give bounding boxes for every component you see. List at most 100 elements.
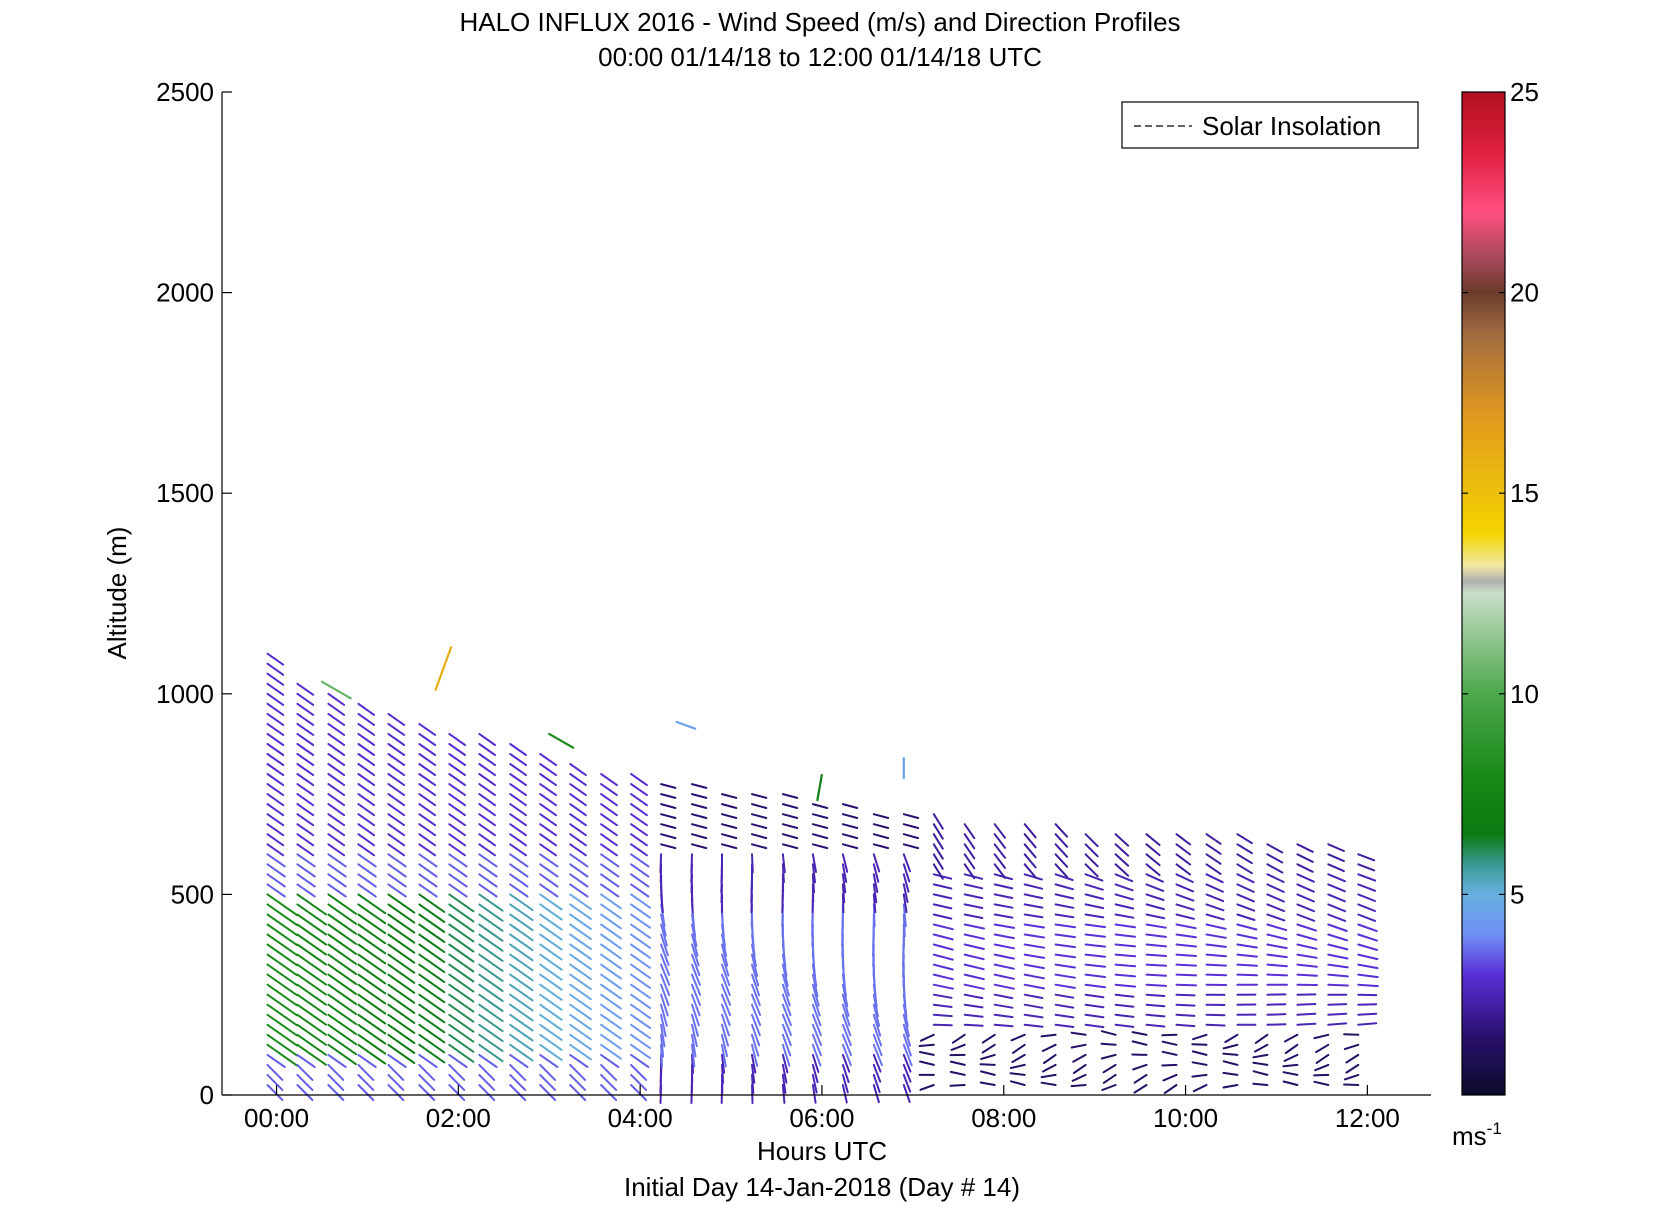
wind-vector-948 <box>1145 913 1166 920</box>
wind-vector-885 <box>1084 1023 1105 1029</box>
wind-vector-940 <box>1145 993 1166 997</box>
wind-vector-164 <box>387 1084 405 1101</box>
wind-vector-43 <box>266 652 285 666</box>
wind-vector-322 <box>509 973 534 992</box>
wind-vector-333 <box>509 863 529 878</box>
wind-vector-815 <box>993 913 1014 919</box>
wind-vector-911 <box>1114 1023 1135 1028</box>
wind-vector-99 <box>327 943 357 965</box>
wind-vector-796 <box>963 833 976 850</box>
wind-vector-340 <box>509 793 527 807</box>
wind-vector-1001 <box>1205 903 1225 912</box>
wind-vector-685 <box>841 813 859 819</box>
wind-vector-192 <box>387 803 406 817</box>
wind-vector-309 <box>478 743 496 756</box>
wind-vector-266 <box>448 813 466 827</box>
wind-vector-577 <box>751 1003 762 1026</box>
wind-vector-536 <box>691 803 708 809</box>
wind-vector-1126 <box>1357 923 1378 933</box>
wind-vector-61 <box>296 913 327 936</box>
wind-vector-1101 <box>1327 923 1348 932</box>
wind-vector-425 <box>600 963 622 980</box>
wind-vector-549 <box>721 983 732 1006</box>
wind-vector-857 <box>1040 1033 1057 1038</box>
wind-vector-596 <box>751 813 768 819</box>
wind-vector-986 <box>1191 1050 1208 1056</box>
wind-vector-866 <box>1054 943 1076 949</box>
wind-vector-21 <box>266 873 286 888</box>
wind-vector-1116 <box>1357 1022 1378 1026</box>
wind-vector-171 <box>387 1013 416 1034</box>
wind-vector-177 <box>387 953 416 974</box>
wind-vector-1003 <box>1205 883 1224 893</box>
wind-vector-404 <box>569 843 587 857</box>
wind-vector-34 <box>266 743 285 756</box>
wind-vector-658 <box>841 1084 848 1104</box>
wind-vector-904 <box>1084 833 1099 848</box>
wind-vector-305 <box>478 783 496 797</box>
wind-vector-482 <box>660 1033 665 1058</box>
wind-vector-352 <box>539 1023 563 1041</box>
wind-vector-1009 <box>1222 1084 1239 1089</box>
wind-vector-188 <box>387 843 406 857</box>
wind-vector-686 <box>841 803 859 809</box>
wind-vector-739 <box>902 843 920 850</box>
wind-vector-532 <box>691 843 708 850</box>
wind-vector-1008 <box>1205 833 1222 845</box>
wind-vector-925 <box>1114 883 1134 892</box>
colorbar-gradient <box>1461 91 1506 1096</box>
wind-vector-634 <box>811 1033 822 1057</box>
wind-vector-241 <box>448 1063 466 1081</box>
wind-vector-157 <box>357 763 376 777</box>
wind-vector-145 <box>357 883 377 898</box>
x-tick-label-3: 06:00 <box>789 1103 854 1133</box>
wind-vector-86 <box>327 1073 345 1091</box>
wind-vector-35 <box>266 732 285 746</box>
wind-vector-296 <box>478 873 498 888</box>
wind-vector-784 <box>963 953 985 961</box>
wind-vector-945 <box>1145 943 1167 948</box>
wind-vector-219 <box>418 913 446 933</box>
wind-vector-137 <box>357 963 387 985</box>
wind-vector-626 <box>781 813 799 819</box>
wind-vector-548 <box>721 993 732 1016</box>
wind-vector-581 <box>751 963 760 987</box>
wind-vector-471 <box>630 823 648 837</box>
wind-vector-216 <box>418 943 446 964</box>
wind-vector-75 <box>296 773 315 787</box>
wind-vector-891 <box>1084 963 1106 968</box>
wind-vector-523 <box>691 933 699 957</box>
y-tick-label-2: 1000 <box>156 679 214 709</box>
wind-vector-172 <box>387 1003 416 1024</box>
wind-vector-1132 <box>1357 863 1376 872</box>
wind-vector-720 <box>902 1033 912 1057</box>
wind-vector-605 <box>781 1023 792 1047</box>
wind-vector-417 <box>600 1043 622 1060</box>
wind-vector-168 <box>387 1043 416 1064</box>
wind-vector-11 <box>266 973 298 997</box>
wind-vector-344 <box>509 753 527 766</box>
wind-vector-134 <box>357 993 387 1015</box>
wind-vector-983 <box>1192 1084 1208 1093</box>
wind-vector-146 <box>357 873 377 888</box>
wind-vector-384 <box>569 1043 592 1061</box>
x-tick-label-5: 10:00 <box>1153 1103 1218 1133</box>
wind-vector-595 <box>751 823 768 829</box>
wind-vector-974 <box>1175 913 1195 920</box>
wind-vector-280 <box>478 1033 504 1053</box>
wind-vector-1064 <box>1284 1043 1299 1054</box>
wind-vector-isolated-4 <box>816 773 823 802</box>
wind-vector-707 <box>872 883 878 904</box>
wind-vector-955 <box>1145 843 1161 857</box>
wind-vector-465 <box>630 883 650 898</box>
wind-vector-405 <box>569 833 587 847</box>
wind-vector-279 <box>478 1043 504 1063</box>
wind-vector-932 <box>1133 1073 1148 1084</box>
wind-vector-484 <box>660 1013 667 1038</box>
wind-vector-656 <box>811 813 829 819</box>
wind-vector-212 <box>418 983 446 1004</box>
wind-vector-938 <box>1145 1013 1166 1018</box>
wind-vector-1077 <box>1296 913 1316 922</box>
wind-vector-229 <box>418 813 437 827</box>
wind-vector-276 <box>478 1073 496 1091</box>
